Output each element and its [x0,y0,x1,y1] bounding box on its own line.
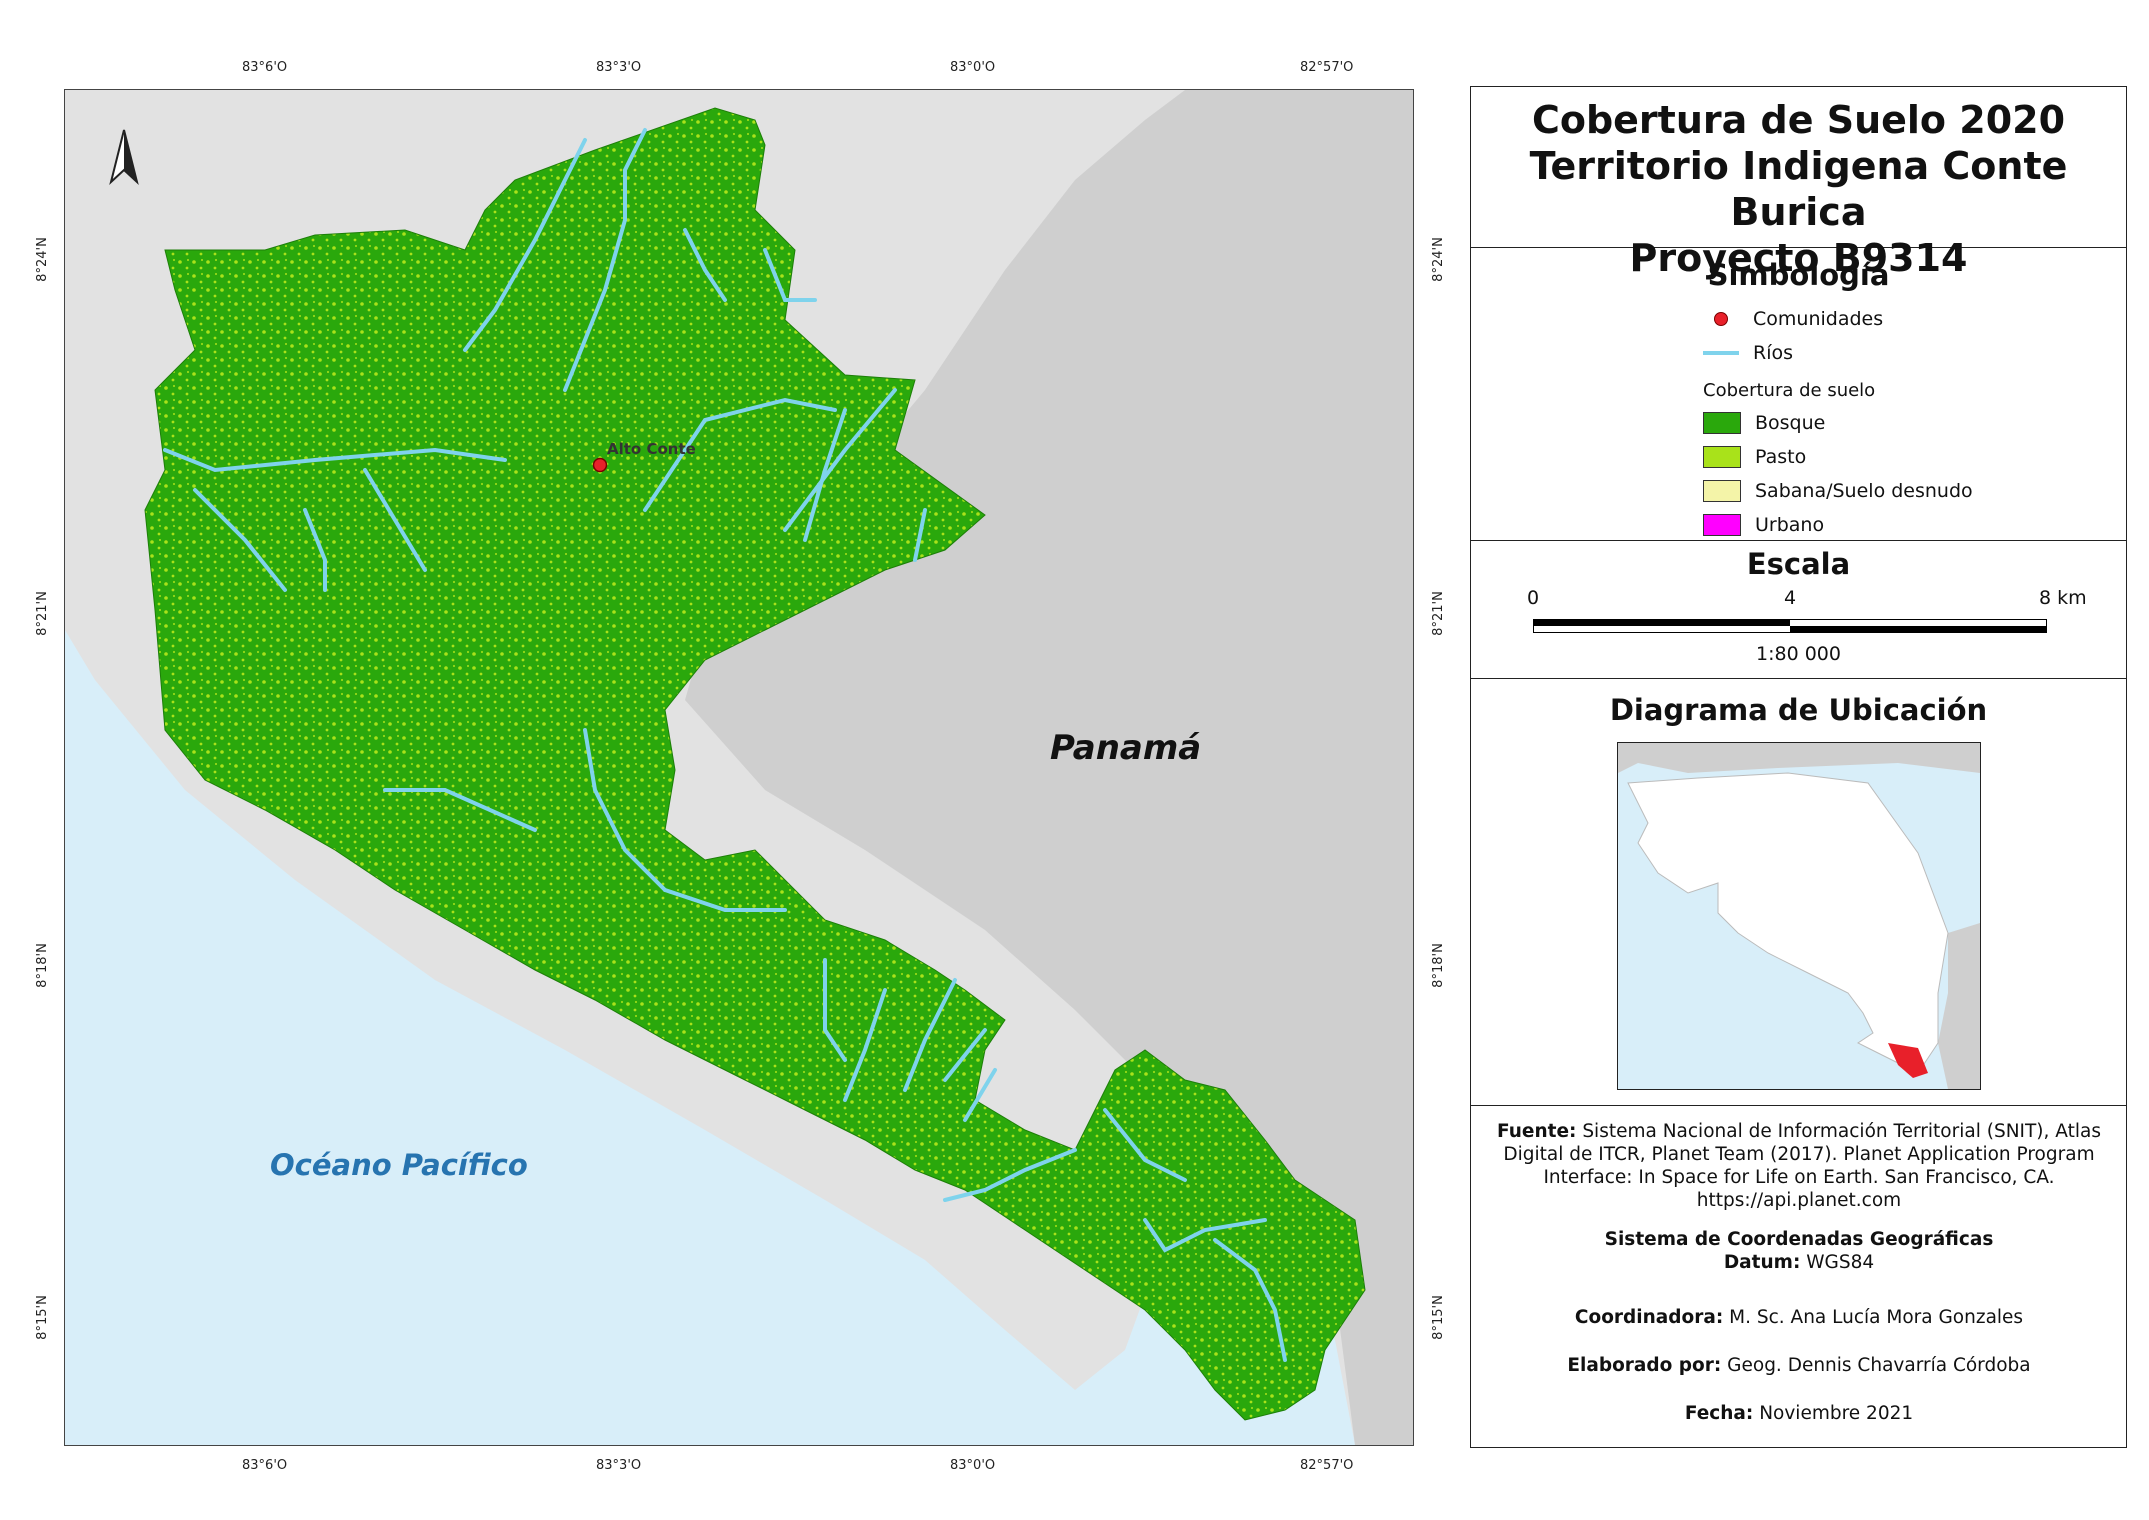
scale-tick-8: 8 km [2039,587,2087,609]
community-point-icon [1703,312,1739,326]
scale-bar [1533,619,2047,633]
legend-rivers: Ríos [1703,342,1793,364]
coord-bottom-1: 83°6'O [242,1458,288,1473]
coord-top-1: 83°6'O [242,60,288,75]
legend-cover-heading: Cobertura de suelo [1703,380,1876,401]
coordinator-value: M. Sc. Ana Lucía Mora Gonzales [1729,1307,2024,1328]
crs-credit: Sistema de Coordenadas Geográficas Datum… [1489,1228,2109,1274]
coord-right-2: 8°21'N [1430,591,1446,636]
legend-urbano-label: Urbano [1755,514,1825,536]
bosque-swatch [1703,412,1741,434]
source-credit: Fuente: Sistema Nacional de Información … [1489,1120,2109,1212]
map-canvas [65,90,1413,1445]
legend-communities: Comunidades [1703,308,1883,330]
nicaragua-shape [1618,743,1980,773]
scale-tick-4: 4 [1784,587,1797,609]
location-heading: Diagrama de Ubicación [1609,693,1988,727]
legend-bosque-label: Bosque [1755,412,1826,434]
legend-pasto-label: Pasto [1755,446,1807,468]
title-line-1: Cobertura de Suelo 2020 [1531,98,2066,142]
coord-right-1: 8°24'N [1430,237,1446,282]
coord-bottom-4: 82°57'O [1300,1458,1354,1473]
scale-ratio: 1:80 000 [1756,643,1841,665]
coord-left-4: 8°15'N [34,1295,50,1340]
coordinator-label: Coordinadora: [1574,1307,1724,1328]
ocean-label: Océano Pacífico [270,1148,528,1182]
legend-heading: Simbología [1707,258,1890,292]
urbano-swatch [1703,514,1741,536]
location-diagram [1617,742,1981,1090]
scale-section: Escala 0 4 8 km 1:80 000 [1471,541,2126,679]
coord-right-3: 8°18'N [1430,943,1446,988]
location-map-svg [1618,743,1980,1089]
community-label: Alto Conte [607,440,696,458]
location-section: Diagrama de Ubicación [1471,679,2126,1106]
coord-top-2: 83°3'O [596,60,642,75]
map-info-panel: Cobertura de Suelo 2020 Territorio Indig… [1470,86,2127,1448]
scale-heading: Escala [1746,547,1851,581]
scale-tick-0: 0 [1527,587,1540,609]
coord-top-4: 82°57'O [1300,60,1354,75]
title-line-2: Territorio Indigena Conte Burica [1529,144,2068,234]
source-label: Fuente: [1497,1121,1577,1142]
credits-section: Fuente: Sistema Nacional de Información … [1471,1106,2126,1446]
legend-sabana: Sabana/Suelo desnudo [1703,480,1973,502]
legend-urbano: Urbano [1703,514,1824,536]
title-line-3: Proyecto B9314 [1629,236,1968,280]
panama-shape [1938,923,1980,1089]
date-credit: Fecha: Noviembre 2021 [1489,1402,2109,1425]
sabana-swatch [1703,480,1741,502]
territory-polygon [144,107,1366,1421]
costa-rica-shape [1627,772,1949,1074]
coord-right-4: 8°15'N [1430,1295,1446,1340]
title-section: Cobertura de Suelo 2020 Territorio Indig… [1471,87,2126,280]
author-label: Elaborado por: [1567,1355,1722,1376]
map-frame[interactable]: Alto Conte Panamá Océano Pacífico [64,89,1414,1446]
river-line-icon [1703,351,1739,355]
coord-left-3: 8°18'N [34,943,50,988]
coord-bottom-3: 83°0'O [950,1458,996,1473]
crs-label: Sistema de Coordenadas Geográficas [1604,1229,1994,1250]
coordinator-credit: Coordinadora: M. Sc. Ana Lucía Mora Gonz… [1489,1306,2109,1329]
legend-bosque: Bosque [1703,412,1825,434]
coord-bottom-2: 83°3'O [596,1458,642,1473]
source-text: Sistema Nacional de Información Territor… [1503,1121,2101,1211]
legend-pasto: Pasto [1703,446,1806,468]
study-area-highlight [1888,1043,1928,1078]
author-value: Geog. Dennis Chavarría Córdoba [1727,1355,2031,1376]
rivers [163,128,1287,1362]
pasto-swatch [1703,446,1741,468]
date-value: Noviembre 2021 [1759,1403,1914,1424]
north-arrow-icon [109,129,139,186]
datum-label: Datum: [1723,1252,1801,1273]
datum-value: WGS84 [1806,1252,1875,1273]
legend-rivers-label: Ríos [1753,342,1794,364]
community-marker-alto-conte [592,457,608,473]
legend-sabana-label: Sabana/Suelo desnudo [1755,480,1973,502]
coord-top-3: 83°0'O [950,60,996,75]
legend-communities-label: Comunidades [1753,308,1884,330]
coord-left-1: 8°24'N [34,237,50,282]
legend-section: Simbología Comunidades Ríos Cobertura de… [1471,248,2126,541]
date-label: Fecha: [1684,1403,1754,1424]
country-label: Panamá [1050,728,1202,768]
author-credit: Elaborado por: Geog. Dennis Chavarría Có… [1489,1354,2109,1377]
coord-left-2: 8°21'N [34,591,50,636]
